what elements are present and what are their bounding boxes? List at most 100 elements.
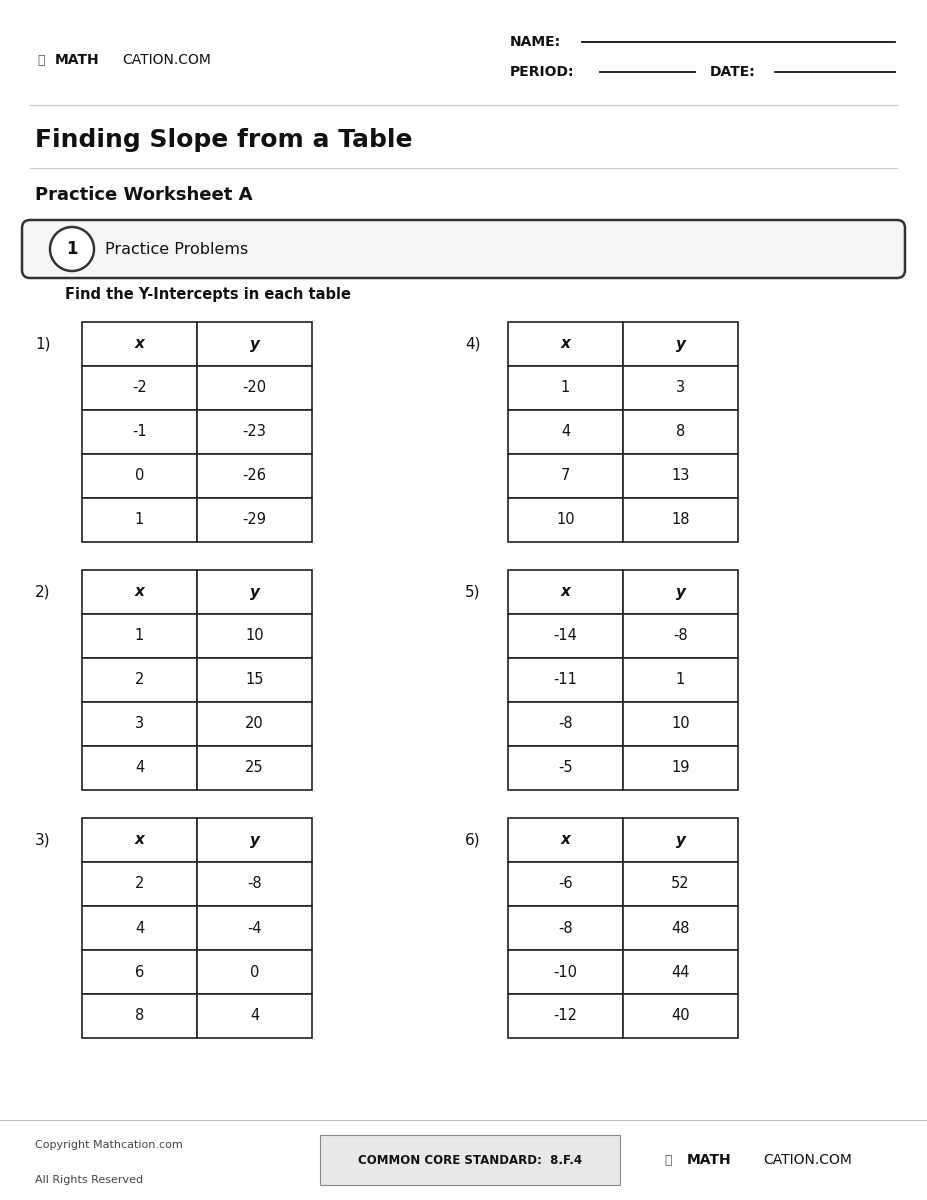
Bar [82,410,197,454]
Text: 44: 44 [671,965,690,979]
Text: x: x [561,336,570,352]
Text: NAME:: NAME: [510,35,561,49]
Text: 3: 3 [135,716,144,732]
Bar [82,702,197,746]
Text: 1): 1) [35,336,50,352]
Text: -8: -8 [558,716,573,732]
Bar [508,570,623,614]
Text: 25: 25 [245,761,264,775]
Text: 1: 1 [134,629,144,643]
Bar [82,570,197,614]
Text: ⓨ: ⓨ [38,54,49,66]
Bar [508,994,623,1038]
Bar [197,862,312,906]
Bar [197,454,312,498]
Bar [623,702,738,746]
Bar [508,702,623,746]
Bar [623,614,738,658]
Text: ⓨ: ⓨ [665,1153,677,1166]
Text: MATH: MATH [55,53,99,67]
Text: -8: -8 [558,920,573,936]
Bar [623,906,738,950]
Bar [508,614,623,658]
Bar [623,498,738,542]
Text: 6): 6) [465,833,480,847]
Bar [197,658,312,702]
Text: 19: 19 [671,761,690,775]
Text: 7: 7 [561,468,570,484]
Text: -26: -26 [243,468,266,484]
Text: CATION.COM: CATION.COM [763,1153,852,1166]
Text: All Rights Reserved: All Rights Reserved [35,1175,143,1186]
Text: -1: -1 [133,425,146,439]
Text: -6: -6 [558,876,573,892]
Text: -2: -2 [133,380,146,396]
Bar [82,454,197,498]
Bar [623,818,738,862]
Text: 48: 48 [671,920,690,936]
Text: -10: -10 [553,965,578,979]
Text: 5): 5) [465,584,480,600]
Text: y: y [676,584,685,600]
Text: 4: 4 [561,425,570,439]
Text: 18: 18 [671,512,690,528]
Text: x: x [134,833,145,847]
Bar [623,658,738,702]
Text: 8: 8 [676,425,685,439]
Text: 4: 4 [250,1008,260,1024]
Text: CATION.COM: CATION.COM [122,53,210,67]
Bar [82,498,197,542]
Text: 3: 3 [676,380,685,396]
Bar [82,366,197,410]
Bar [508,906,623,950]
Bar [623,994,738,1038]
FancyBboxPatch shape [320,1135,620,1186]
Text: -23: -23 [243,425,266,439]
Text: PERIOD:: PERIOD: [510,65,575,79]
Text: Copyright Mathcation.com: Copyright Mathcation.com [35,1140,183,1150]
Text: DATE:: DATE: [710,65,756,79]
Bar [508,454,623,498]
Bar [623,950,738,994]
Text: 4: 4 [134,761,144,775]
Text: 40: 40 [671,1008,690,1024]
Text: Find the Y-Intercepts in each table: Find the Y-Intercepts in each table [65,288,351,302]
Text: 8: 8 [134,1008,144,1024]
Text: x: x [561,584,570,600]
Text: y: y [676,833,685,847]
Bar [508,950,623,994]
Bar [623,366,738,410]
Bar [623,410,738,454]
Text: 13: 13 [671,468,690,484]
Bar [82,950,197,994]
Bar [82,818,197,862]
Bar [623,454,738,498]
Bar [508,862,623,906]
Bar [197,498,312,542]
Bar [82,746,197,790]
Text: 52: 52 [671,876,690,892]
Bar [623,322,738,366]
Text: 0: 0 [249,965,260,979]
Bar [197,818,312,862]
Bar [508,410,623,454]
Text: 3): 3) [35,833,51,847]
Text: x: x [134,336,145,352]
Circle shape [50,227,94,271]
Text: -8: -8 [248,876,261,892]
Text: 2: 2 [134,672,145,688]
Bar [197,906,312,950]
Text: -29: -29 [243,512,266,528]
Text: 1: 1 [134,512,144,528]
Text: 4): 4) [465,336,480,352]
Bar [508,658,623,702]
Bar [197,366,312,410]
Text: y: y [249,336,260,352]
Bar [197,570,312,614]
Bar [82,994,197,1038]
Text: y: y [249,833,260,847]
Text: 2): 2) [35,584,50,600]
Text: -12: -12 [553,1008,578,1024]
Text: 0: 0 [134,468,145,484]
Text: 10: 10 [671,716,690,732]
